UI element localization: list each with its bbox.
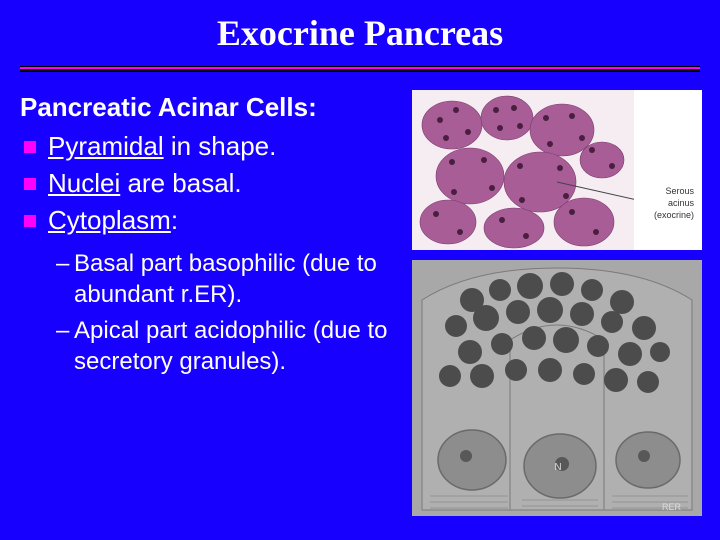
- bullet-underlined: Pyramidal: [48, 131, 164, 161]
- histology-label-line2: acinus: [668, 198, 694, 208]
- histology-label-line1: Serous: [665, 186, 694, 196]
- subpoint-item: Basal part basophilic (due to abundant r…: [56, 248, 390, 310]
- bullet-rest: :: [171, 205, 178, 235]
- subpoint-list: Basal part basophilic (due to abundant r…: [56, 248, 390, 377]
- em-label-n: N: [554, 462, 561, 473]
- bullet-item: Pyramidal in shape.: [20, 129, 390, 164]
- bullet-item: Cytoplasm:: [20, 203, 390, 238]
- bullet-underlined: Nuclei: [48, 168, 120, 198]
- title-rule-inner: [20, 67, 700, 69]
- title-rule: [20, 66, 700, 72]
- histology-svg: [412, 90, 702, 250]
- em-label-rer: RER: [662, 502, 682, 512]
- bullet-rest: in shape.: [164, 131, 277, 161]
- subpoint-item: Apical part acidophilic (due to secretor…: [56, 315, 390, 377]
- em-image: N RER: [412, 260, 702, 516]
- em-svg: N RER: [412, 260, 702, 516]
- bullet-list: Pyramidal in shape. Nuclei are basal. Cy…: [20, 129, 390, 238]
- slide-title: Exocrine Pancreas: [0, 12, 720, 54]
- title-area: Exocrine Pancreas: [0, 0, 720, 62]
- bullet-item: Nuclei are basal.: [20, 166, 390, 201]
- bullet-underlined: Cytoplasm: [48, 205, 171, 235]
- histology-image: Serous acinus (exocrine): [412, 90, 702, 250]
- content-heading: Pancreatic Acinar Cells:: [20, 92, 390, 123]
- content-block: Pancreatic Acinar Cells: Pyramidal in sh…: [20, 92, 390, 381]
- histology-label-line3: (exocrine): [654, 210, 694, 220]
- bullet-rest: are basal.: [120, 168, 241, 198]
